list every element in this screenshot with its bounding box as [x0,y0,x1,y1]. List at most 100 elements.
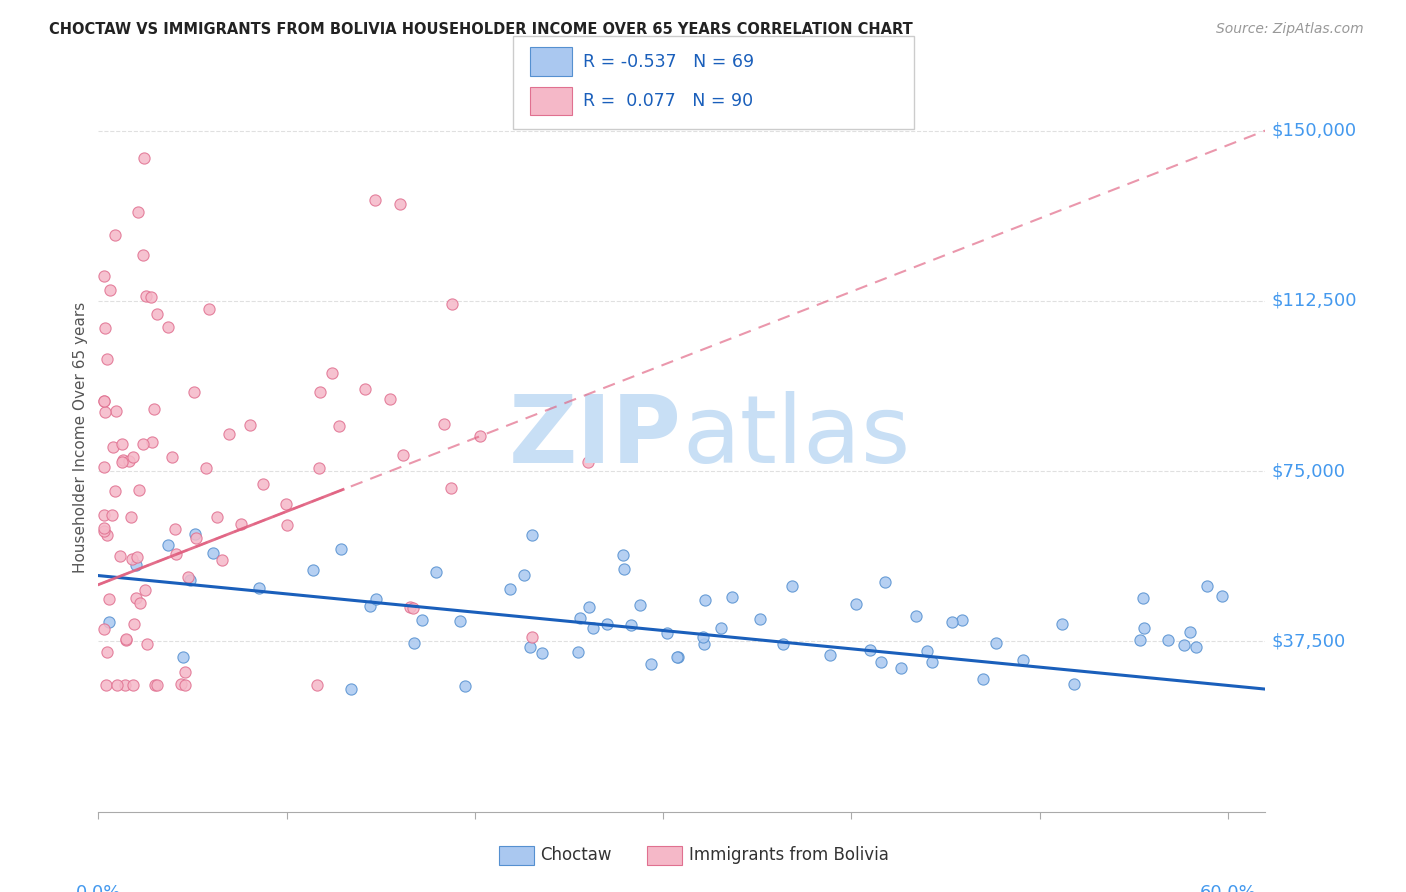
Point [135,289,157,303]
Point [96,527,118,541]
Point [117,454,139,468]
Text: Choctaw: Choctaw [540,847,612,864]
Point [101,508,124,522]
Point [186,531,208,545]
Point [875,574,897,589]
Point [984,636,1007,650]
Point [569,610,592,624]
Point [668,649,690,664]
Point [1173,638,1195,652]
Point [177,569,200,583]
Point [449,614,471,628]
Point [141,434,163,449]
Point [145,677,167,691]
Point [120,510,142,524]
Point [157,538,180,552]
Point [440,296,463,310]
Point [143,677,166,691]
Point [1157,632,1180,647]
Point [211,552,233,566]
Point [129,596,152,610]
Text: ZIP: ZIP [509,391,682,483]
Point [692,630,714,644]
Point [666,650,689,665]
Point [239,417,262,432]
Point [364,592,387,607]
Point [710,621,733,635]
Point [201,545,224,559]
Point [127,205,149,219]
Point [108,549,131,564]
Point [93,460,115,475]
Point [104,483,127,498]
Point [302,563,325,577]
Point [276,497,298,511]
Point [122,450,145,464]
Point [1178,625,1201,640]
Point [96,351,118,366]
Point [1195,579,1218,593]
Point [170,676,193,690]
Point [950,614,973,628]
Point [693,637,716,651]
Point [139,290,162,304]
Point [308,384,330,399]
Point [105,404,128,418]
Point [454,680,477,694]
Point [340,681,363,696]
Point [174,677,197,691]
Point [98,592,121,607]
Point [127,550,149,565]
Point [1050,617,1073,632]
Point [229,516,252,531]
Point [93,269,115,284]
Text: CHOCTAW VS IMMIGRANTS FROM BOLIVIA HOUSEHOLDER INCOME OVER 65 YEARS CORRELATION : CHOCTAW VS IMMIGRANTS FROM BOLIVIA HOUSE… [49,22,912,37]
Point [114,632,136,647]
Point [195,460,218,475]
Text: 0.0%: 0.0% [76,884,121,892]
Point [904,609,927,624]
Point [134,582,156,597]
Point [921,656,943,670]
Point [578,600,600,615]
Point [530,646,553,660]
Point [105,677,128,691]
Point [93,520,115,534]
Point [748,612,770,626]
Point [165,547,187,561]
Point [125,558,148,572]
Point [321,366,343,380]
Point [402,635,425,649]
Text: 60.0%: 60.0% [1199,884,1256,892]
Point [582,621,605,635]
Point [131,436,153,450]
Point [111,455,134,469]
Point [183,527,205,541]
Point [941,615,963,630]
Point [110,436,132,450]
Point [655,626,678,640]
Text: $112,500: $112,500 [1271,292,1357,310]
Point [567,645,589,659]
Point [380,392,402,407]
Text: Source: ZipAtlas.com: Source: ZipAtlas.com [1216,22,1364,37]
Point [1185,640,1208,654]
Text: $37,500: $37,500 [1271,632,1346,650]
Point [104,228,127,243]
Point [93,508,115,522]
Point [93,393,115,408]
Point [183,384,205,399]
Point [433,417,456,431]
Text: R = -0.537   N = 69: R = -0.537 N = 69 [583,53,755,70]
Point [160,450,183,464]
Point [399,599,422,614]
Text: $150,000: $150,000 [1271,121,1357,139]
Point [145,307,167,321]
Point [522,630,544,644]
Point [205,509,228,524]
Point [128,483,150,498]
Point [972,672,994,686]
Text: atlas: atlas [682,391,910,483]
Point [845,597,868,611]
Point [103,440,125,454]
